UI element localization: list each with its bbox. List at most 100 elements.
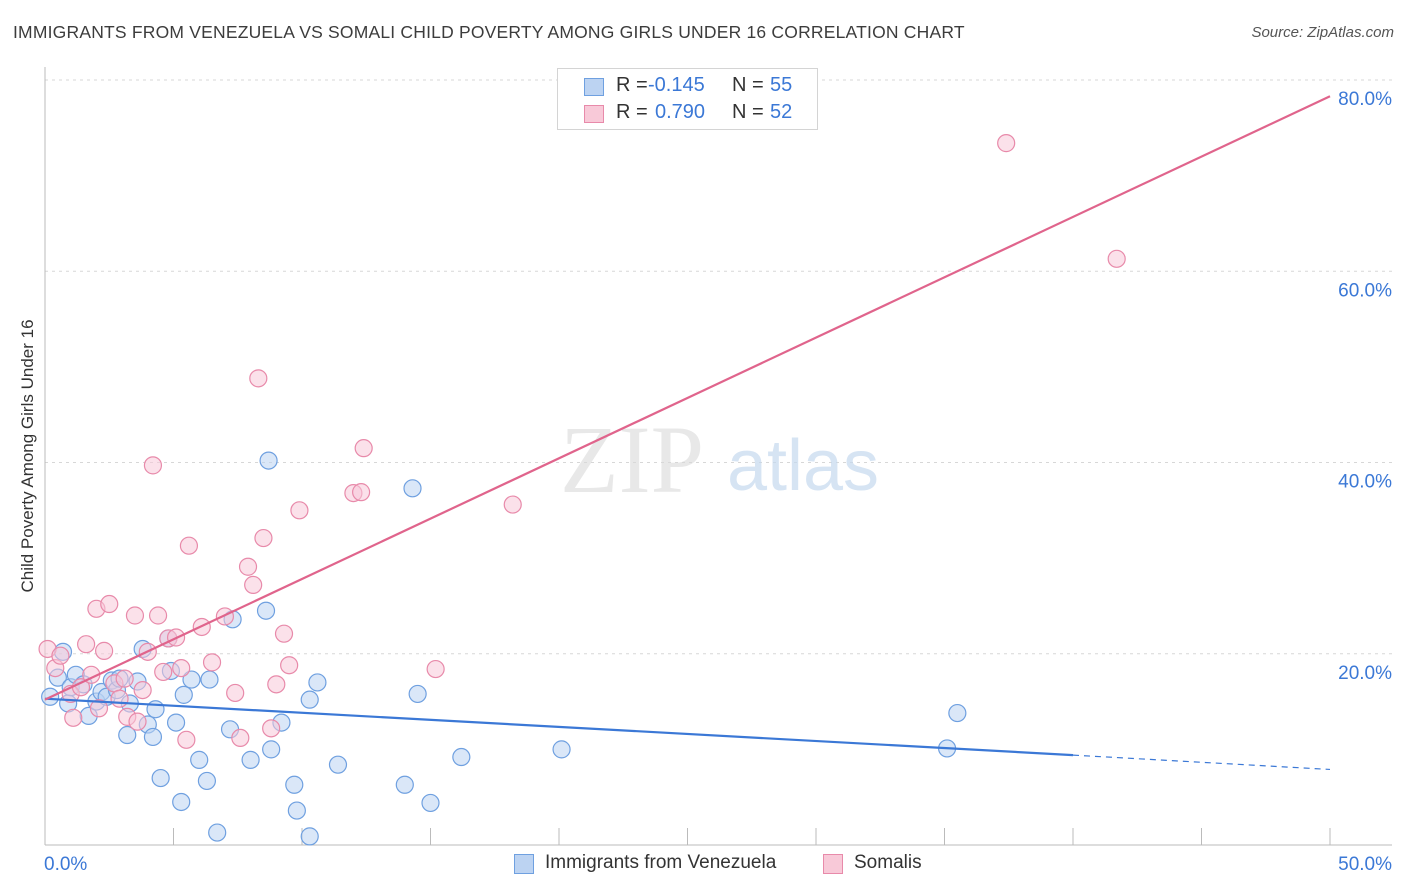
r-label: R = — [616, 101, 648, 123]
somalis-point — [274, 624, 294, 643]
tick-labels: 20.0% 40.0% 60.0% 80.0% 0.0% 50.0% — [44, 89, 1392, 875]
venezuela-trend-line — [44, 697, 1074, 757]
stats-row-somalis: R = 0.790 N = 52 — [558, 101, 817, 128]
venezuela-point — [300, 690, 319, 709]
venezuela-point — [182, 670, 201, 689]
somalis-point — [128, 712, 147, 731]
venezuela-point — [241, 750, 260, 769]
somalis-point — [997, 134, 1016, 153]
somalis-point — [267, 675, 286, 694]
stats-swatch-somalis — [584, 105, 604, 123]
legend: Immigrants from Venezuela Somalis — [0, 852, 1406, 878]
venezuela-point — [256, 601, 276, 620]
y-tick-label: 20.0% — [1338, 663, 1392, 684]
venezuela-point — [151, 768, 170, 788]
x-tick-label: 50.0% — [1338, 854, 1392, 875]
axes — [44, 67, 1392, 846]
somalis-point — [354, 439, 373, 458]
venezuela-point — [287, 801, 306, 820]
somalis-point — [426, 659, 445, 679]
r-value: 0.790 — [655, 101, 706, 123]
somalis-trend-line — [44, 95, 1331, 701]
y-axis-label: Child Poverty Among Girls Under 16 — [18, 319, 37, 592]
venezuela-point — [395, 775, 414, 794]
somalis-point — [154, 662, 173, 682]
stats-swatch-venezuela — [584, 78, 604, 96]
somalis-point — [143, 456, 163, 475]
venezuela-point — [143, 727, 163, 747]
venezuela-point — [285, 775, 304, 794]
venezuela-point — [200, 670, 219, 689]
somalis-point — [95, 641, 114, 660]
venezuela-point — [552, 740, 571, 759]
r-label: R = — [616, 74, 648, 96]
legend-swatch-somalis — [823, 854, 843, 874]
somalis-point — [64, 708, 83, 727]
venezuela-point — [452, 747, 471, 767]
y-tick-label: 80.0% — [1338, 89, 1392, 110]
somalis-point — [290, 501, 309, 520]
somalis-point — [503, 495, 522, 514]
y-tick-label: 40.0% — [1338, 472, 1392, 493]
n-label: N = — [732, 101, 764, 123]
venezuela-point — [197, 771, 217, 791]
venezuela-point — [328, 755, 348, 774]
somalis-point — [125, 606, 145, 625]
somalis-point — [115, 669, 134, 688]
somalis-point — [51, 646, 70, 665]
venezuela-point — [948, 703, 967, 723]
venezuela-point — [308, 673, 327, 692]
somalis-point — [215, 607, 234, 626]
n-label: N = — [732, 74, 764, 96]
somalis-point — [254, 528, 273, 548]
venezuela-point — [421, 793, 440, 813]
n-value: 55 — [770, 74, 793, 96]
somalis-point — [352, 483, 371, 502]
venezuela-point — [172, 792, 191, 812]
watermark-zip: ZIP — [560, 406, 704, 513]
somalis-point — [280, 656, 299, 675]
venezuela-point — [208, 823, 227, 842]
legend-swatch-venezuela — [514, 854, 534, 874]
somalis-point — [172, 658, 191, 678]
venezuela-point — [174, 685, 193, 704]
somalis-point — [262, 719, 281, 738]
somalis-point — [148, 606, 168, 625]
somalis-point — [77, 635, 96, 654]
venezuela-point — [300, 827, 319, 846]
venezuela-trend-extension — [1072, 754, 1331, 771]
somalis-point — [133, 680, 152, 700]
venezuela-point — [403, 479, 422, 498]
y-tick-label: 60.0% — [1338, 280, 1392, 301]
data-points — [38, 134, 1126, 846]
trend-lines — [44, 95, 1331, 771]
stats-box: R = -0.145 N = 55 R = 0.790 N = 52 — [557, 68, 818, 130]
somalis-point — [1107, 249, 1126, 268]
somalis-point — [202, 653, 222, 672]
somalis-point — [100, 594, 119, 614]
somalis-point — [110, 689, 129, 708]
somalis-point — [244, 575, 263, 595]
somalis-point — [179, 536, 199, 555]
x-tick-label: 0.0% — [44, 854, 87, 875]
somalis-point — [177, 730, 196, 749]
watermark-atlas: atlas — [727, 426, 879, 506]
somalis-point — [226, 683, 245, 703]
source-label: Source: ZipAtlas.com — [1251, 24, 1394, 41]
venezuela-point — [146, 700, 165, 719]
venezuela-point — [190, 750, 209, 769]
n-value: 52 — [770, 101, 793, 123]
legend-label: Somalis — [854, 852, 922, 873]
venezuela-point — [408, 684, 427, 704]
chart-title: IMMIGRANTS FROM VENEZUELA VS SOMALI CHIL… — [13, 22, 965, 42]
r-value: -0.145 — [648, 74, 705, 96]
somalis-point — [238, 557, 258, 576]
somalis-point — [89, 699, 109, 718]
somalis-point — [249, 369, 268, 388]
venezuela-point — [166, 713, 186, 732]
venezuela-point — [118, 725, 137, 745]
legend-label: Immigrants from Venezuela — [545, 852, 777, 873]
venezuela-point — [262, 740, 281, 759]
somalis-point — [231, 728, 250, 748]
